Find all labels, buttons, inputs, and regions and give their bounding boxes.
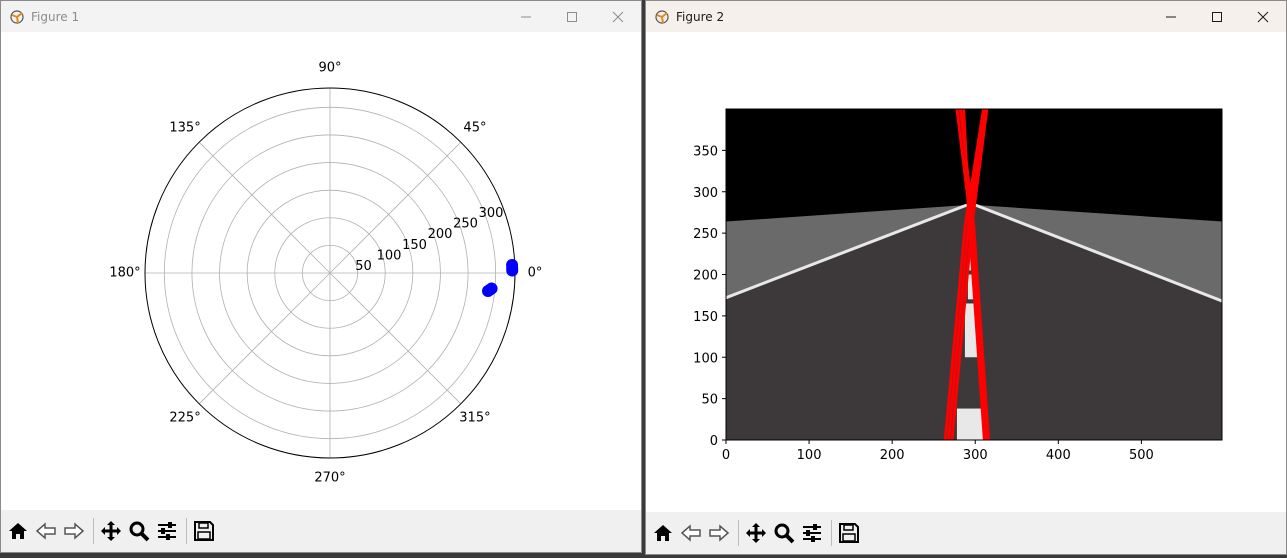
toolbar-separator <box>93 518 94 544</box>
x-tick-label: 400 <box>1046 448 1071 463</box>
pan-button[interactable] <box>98 516 124 546</box>
detected-line <box>962 109 986 440</box>
x-tick-label: 500 <box>1129 448 1154 463</box>
title-bar[interactable]: Figure 2 <box>646 1 1286 32</box>
angle-tick-label: 90° <box>318 61 341 76</box>
close-icon <box>1257 11 1269 22</box>
y-tick-label: 0 <box>710 434 718 449</box>
close-button[interactable] <box>1240 1 1286 32</box>
zoom-icon <box>774 523 795 544</box>
toolbar-separator <box>186 518 187 544</box>
x-tick-label: 100 <box>797 448 822 463</box>
left-lane-marking <box>726 203 968 300</box>
figure-canvas[interactable]: 0° 45° 90° 135° 180° 225° 270° 315° 50 100 150 200 2… <box>1 32 641 512</box>
radial-tick-label: 300 <box>479 206 504 221</box>
radial-tick-label: 150 <box>402 238 427 253</box>
right-lane-marking <box>974 203 1222 303</box>
center-dash <box>967 274 976 300</box>
y-tick-label: 150 <box>693 310 718 325</box>
y-tick-label: 300 <box>693 186 718 201</box>
angular-gridline <box>198 141 331 274</box>
back-button[interactable] <box>678 518 704 548</box>
title-bar[interactable]: Figure 1 <box>1 1 641 32</box>
data-point <box>483 283 496 296</box>
toolbar-separator <box>738 520 739 546</box>
y-tick-label: 350 <box>693 144 718 159</box>
forward-button[interactable] <box>61 516 87 546</box>
pan-icon <box>101 521 121 541</box>
close-button[interactable] <box>595 1 641 32</box>
configure-icon <box>803 524 821 542</box>
angle-tick-label: 270° <box>314 471 345 486</box>
configure-subplots-button[interactable] <box>154 516 180 546</box>
maximize-button[interactable] <box>1194 1 1240 32</box>
home-icon <box>9 523 27 539</box>
save-icon <box>839 523 859 543</box>
image-layer <box>726 109 1222 440</box>
configure-subplots-button[interactable] <box>799 518 825 548</box>
maximize-icon <box>1212 11 1222 22</box>
angle-tick-label: 45° <box>463 121 486 136</box>
polar-chart: 0° 45° 90° 135° 180° 225° 270° 315° 50 1001502002… <box>109 61 543 486</box>
detected-line <box>955 109 988 440</box>
zoom-icon <box>129 521 150 542</box>
data-point <box>506 262 519 275</box>
forward-button[interactable] <box>706 518 732 548</box>
back-button[interactable] <box>33 516 59 546</box>
window-title: Figure 1 <box>31 9 80 24</box>
detected-line <box>943 109 986 440</box>
x-tick-label: 0 <box>722 448 730 463</box>
radial-tick-label: 100 <box>377 248 402 263</box>
y-tick-label: 250 <box>693 227 718 242</box>
minimize-button[interactable] <box>503 1 549 32</box>
road-image-chart: 0 100 200 300 400 500 0 50 100 150 200 250 300 350 <box>693 108 1223 463</box>
configure-icon <box>158 522 176 540</box>
back-icon <box>35 522 56 540</box>
maximize-button[interactable] <box>549 1 595 32</box>
close-icon <box>612 11 624 22</box>
angle-tick-label: 135° <box>169 121 200 136</box>
pan-button[interactable] <box>743 518 769 548</box>
figure-canvas[interactable]: 0 100 200 300 400 500 0 50 100 150 200 250 300 350 <box>646 32 1286 512</box>
matplotlib-app-icon <box>655 9 669 24</box>
y-tick-label: 50 <box>701 393 718 408</box>
angle-tick-label: 225° <box>169 410 200 425</box>
minimize-button[interactable] <box>1148 1 1194 32</box>
maximize-icon <box>567 11 577 22</box>
home-icon <box>654 525 672 541</box>
figure-2-window: Figure 2 0 100 200 300 400 500 0 50 100 150 200 250… <box>645 0 1287 555</box>
x-tick-label: 200 <box>880 448 905 463</box>
zoom-button[interactable] <box>126 516 152 546</box>
angular-gridline <box>329 272 462 405</box>
navigation-toolbar <box>646 512 1286 554</box>
toolbar-separator <box>831 520 832 546</box>
forward-icon <box>709 524 730 542</box>
minimize-icon <box>1166 16 1176 17</box>
save-button[interactable] <box>836 518 862 548</box>
angle-tick-label: 0° <box>528 266 543 281</box>
save-icon <box>194 521 214 541</box>
figure-1-window: Figure 1 0° 45° 90° 135° 180° 225° 270° 315° 50 1… <box>0 0 642 553</box>
radial-tick-label: 50 <box>355 259 372 274</box>
angular-gridline <box>198 272 331 405</box>
forward-icon <box>64 522 85 540</box>
home-button[interactable] <box>5 516 31 546</box>
angular-gridline <box>329 141 462 274</box>
back-icon <box>680 524 701 542</box>
y-tick-label: 100 <box>693 351 718 366</box>
radial-tick-label: 200 <box>428 227 453 242</box>
matplotlib-app-icon <box>10 9 24 24</box>
window-title: Figure 2 <box>676 9 725 24</box>
y-tick-label: 200 <box>693 269 718 284</box>
navigation-toolbar <box>1 510 641 552</box>
pan-icon <box>746 523 766 543</box>
angle-tick-label: 315° <box>459 410 490 425</box>
x-tick-label: 300 <box>963 448 988 463</box>
minimize-icon <box>521 16 531 17</box>
zoom-button[interactable] <box>771 518 797 548</box>
home-button[interactable] <box>650 518 676 548</box>
save-button[interactable] <box>191 516 217 546</box>
angle-tick-label: 180° <box>109 266 140 281</box>
radial-tick-label: 250 <box>453 217 478 232</box>
